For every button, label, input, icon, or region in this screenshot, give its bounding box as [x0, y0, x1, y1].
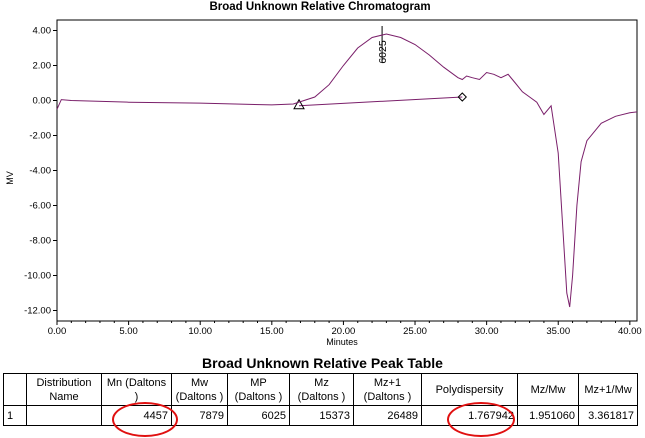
table-cell: 1.951060	[517, 405, 579, 426]
y-tick-label: 0.00	[33, 96, 52, 107]
table-cell: 15373	[289, 405, 354, 426]
table-header-cell: Mz (Daltons )	[289, 373, 354, 406]
peak-end-marker	[457, 92, 467, 102]
table-cell: 6025	[227, 405, 290, 426]
peak-markers: 6025	[293, 26, 467, 110]
table-header-cell: Polydispersity	[421, 373, 518, 406]
table-header-cell: Distribution Name	[26, 373, 102, 406]
table-header-cell	[3, 373, 27, 406]
chromatogram-chart: Broad Unknown Relative Chromatogram 4.00…	[5, 1, 642, 347]
y-axis-label: MV	[5, 171, 15, 185]
y-tick-label: -4.00	[29, 166, 51, 177]
x-tick-label: 30.00	[475, 326, 499, 337]
y-axis-ticks: 4.00 2.00 0.00 -2.00 -4.00 -6.00 -8.00 -10.00 -1…	[24, 26, 57, 317]
table-cell	[26, 405, 102, 426]
table-header-cell: MP (Daltons )	[227, 373, 290, 406]
x-tick-label: 10.00	[188, 326, 212, 337]
y-tick-label: -2.00	[29, 131, 51, 142]
chart-title: Broad Unknown Relative Chromatogram	[209, 1, 430, 13]
x-tick-label: 20.00	[332, 326, 356, 337]
x-tick-label: 5.00	[119, 326, 138, 337]
x-tick-label: 25.00	[403, 326, 427, 337]
table-cell: 1	[3, 405, 27, 426]
table-header-row: Distribution Name Mn (Daltons ) Mw (Dalton…	[3, 373, 638, 406]
y-tick-label: -6.00	[29, 201, 51, 212]
x-axis-label: Minutes	[326, 337, 358, 347]
plot-frame	[56, 19, 638, 322]
table-header-cell: Mn (Daltons )	[101, 373, 172, 406]
table-cell: 26489	[353, 405, 422, 426]
table-cell: 1.767942	[421, 405, 518, 426]
table-cell: 3.361817	[578, 405, 638, 426]
x-axis-ticks: 0.00 5.00 10.00 15.00 20.00 25.00 30.00 35.00 40…	[48, 321, 642, 337]
x-tick-label: 15.00	[260, 326, 284, 337]
y-tick-label: 4.00	[33, 26, 52, 37]
y-tick-label: -12.00	[24, 306, 51, 317]
peak-label: 6025	[377, 40, 389, 64]
peak-baseline	[298, 96, 463, 107]
table-header-cell: Mz+1/Mw	[578, 373, 638, 406]
table-row: 1 4457 7879 6025 15373 26489 1.767942 1.951060 3…	[3, 405, 638, 426]
series-line	[56, 33, 638, 308]
peak-start-marker	[293, 98, 305, 110]
table-header-cell: Mw (Daltons )	[171, 373, 228, 406]
table-header-cell: Mz/Mw	[517, 373, 579, 406]
x-tick-label: 0.00	[48, 326, 67, 337]
table-header-cell: Mz+1 (Daltons )	[353, 373, 422, 406]
table-cell: 7879	[171, 405, 228, 426]
table-title: Broad Unknown Relative Peak Table	[202, 355, 443, 371]
x-tick-label: 35.00	[546, 326, 570, 337]
table-cell: 4457	[101, 405, 172, 426]
y-tick-label: 2.00	[33, 61, 52, 72]
y-tick-label: -8.00	[29, 236, 51, 247]
x-tick-label: 40.00	[618, 326, 642, 337]
y-tick-label: -10.00	[24, 271, 51, 282]
peak-table: Distribution Name Mn (Daltons ) Mw (Dalton…	[3, 373, 638, 426]
